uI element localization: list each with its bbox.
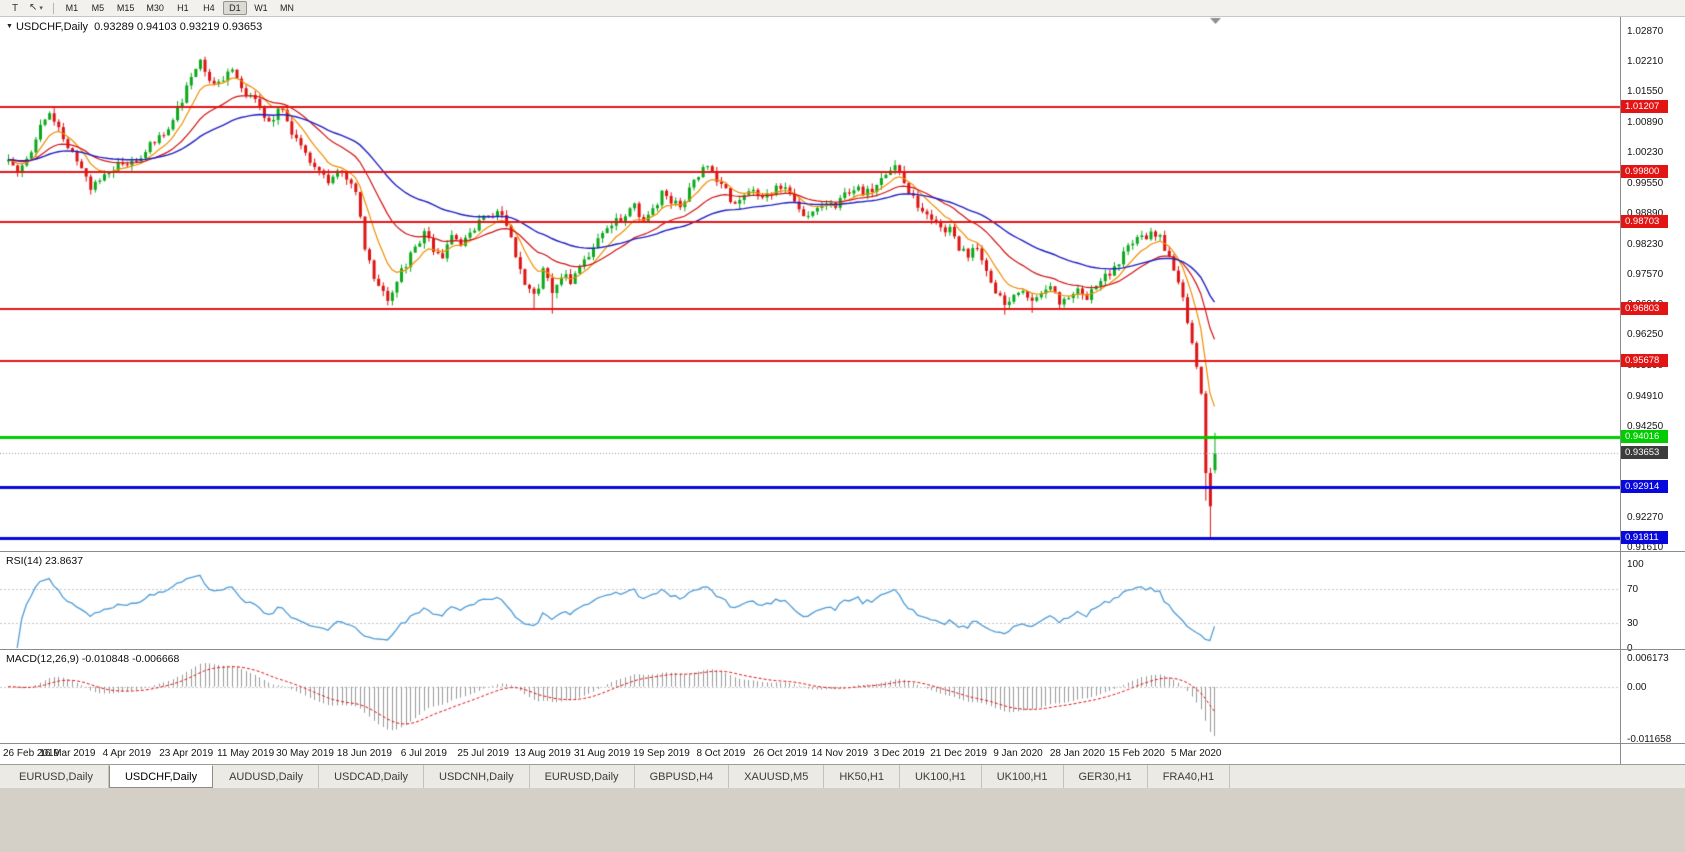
date-label: 26 Oct 2019 (753, 748, 808, 759)
date-label: 19 Sep 2019 (633, 748, 690, 759)
main-toolbar: T ↖ ▾ M1 M5 M15 M30 H1 H4 D1 W1 MN (0, 0, 1685, 17)
date-label: 13 Aug 2019 (514, 748, 571, 759)
level-price-badge: 0.95678 (1621, 353, 1668, 367)
level-price-badge: 0.92914 (1621, 480, 1668, 494)
timeframe-button-m5[interactable]: M5 (86, 1, 110, 15)
tab-gbpusd-h4[interactable]: GBPUSD,H4 (635, 765, 730, 788)
price-tick-label: 1.00890 (1627, 116, 1664, 128)
tab-usdchf-daily[interactable]: USDCHF,Daily (108, 765, 214, 788)
level-price-badge: 0.99800 (1621, 164, 1668, 178)
timeframe-button-d1[interactable]: D1 (222, 1, 247, 15)
status-area (0, 788, 1685, 852)
chart-header: ▼ USDCHF,Daily 0.93289 0.94103 0.93219 0.9… (6, 21, 262, 33)
chart-ohlc-values: 0.93289 0.94103 0.93219 0.93653 (94, 21, 263, 33)
date-label: 18 Jun 2019 (336, 748, 392, 759)
price-tick-label: 1.00230 (1627, 146, 1664, 158)
date-axis: 26 Feb 2019 16 Mar 2019 4 Apr 2019 23 Apr 2… (0, 744, 1620, 764)
rsi-level-label: 0 (1627, 643, 1633, 654)
tab-xauusd-m5[interactable]: XAUUSD,M5 (729, 765, 825, 788)
macd-scale-label: 0.00 (1627, 681, 1647, 693)
date-label: 23 Apr 2019 (159, 748, 214, 759)
text-tool-button[interactable]: T (5, 1, 25, 15)
price-tick-label: 1.02210 (1627, 56, 1664, 68)
price-tick-label: 1.02870 (1627, 25, 1664, 37)
tab-eurusd-daily[interactable]: EURUSD,Daily (4, 765, 109, 788)
level-price-badge: 0.98703 (1621, 214, 1668, 228)
level-price-badge: 1.01207 (1621, 100, 1668, 114)
current-price-badge: 0.93653 (1621, 446, 1668, 460)
macd-scale-label: -0.011658 (1627, 734, 1672, 745)
date-label: 6 Jul 2019 (400, 748, 447, 759)
price-tick-label: 0.97570 (1627, 268, 1664, 280)
chart-tab-bar: EURUSD,Daily USDCHF,Daily AUDUSD,Daily USDC… (0, 764, 1685, 788)
level-price-badge: 0.94016 (1621, 429, 1668, 443)
tab-hk50-h1[interactable]: HK50,H1 (824, 765, 900, 788)
price-tick-label: 0.98890 (1627, 208, 1664, 220)
price-tick-label: 1.01550 (1627, 86, 1664, 98)
date-label: 25 Jul 2019 (457, 748, 510, 759)
rsi-level-label: 30 (1627, 617, 1639, 629)
rsi-indicator-canvas[interactable] (0, 552, 1620, 649)
macd-indicator-canvas[interactable] (0, 650, 1620, 743)
timeframe-button-m1[interactable]: M1 (60, 1, 84, 15)
price-tick-label: 0.91610 (1627, 542, 1664, 553)
date-label: 8 Oct 2019 (696, 748, 746, 759)
timeframe-button-mn[interactable]: MN (275, 1, 299, 15)
tab-fra40-h1[interactable]: FRA40,H1 (1148, 765, 1231, 788)
tab-usdcad-daily[interactable]: USDCAD,Daily (319, 765, 425, 788)
date-label: 14 Nov 2019 (811, 748, 869, 759)
timeframe-button-h1[interactable]: H1 (171, 1, 195, 15)
rsi-level-label: 70 (1627, 584, 1639, 596)
date-label: 5 Mar 2020 (1170, 748, 1222, 759)
date-label: 15 Feb 2020 (1108, 748, 1165, 759)
level-price-badge: 0.96803 (1621, 302, 1668, 316)
price-chart-canvas[interactable] (0, 17, 1620, 551)
tab-uk100-h1[interactable]: UK100,H1 (900, 765, 982, 788)
chart-symbol-label: USDCHF,Daily (15, 21, 89, 33)
tab-uk100-h1[interactable]: UK100,H1 (982, 765, 1064, 788)
date-label: 21 Dec 2019 (930, 748, 987, 759)
date-axis-divider (0, 743, 1685, 744)
date-label: 31 Aug 2019 (574, 748, 631, 759)
cursor-icon: ↖ (29, 2, 38, 13)
level-price-badge: 0.91811 (1621, 530, 1668, 544)
toolbar-separator (52, 2, 54, 14)
macd-scale-label: 0.006173 (1627, 653, 1669, 664)
date-label: 26 Feb 2019 (3, 748, 60, 759)
price-tick-label: 0.99550 (1627, 178, 1664, 190)
date-label: 30 May 2019 (276, 748, 334, 759)
date-label: 16 Mar 2019 (39, 748, 96, 759)
cursor-tool-button[interactable]: ↖ ▾ (25, 1, 47, 15)
date-label: 3 Dec 2019 (873, 748, 925, 759)
price-tick-label: 0.98230 (1627, 238, 1664, 250)
date-label: 4 Apr 2019 (102, 748, 151, 759)
timeframe-button-h4[interactable]: H4 (197, 1, 221, 15)
pane-divider[interactable] (0, 649, 1685, 650)
price-tick-label: 0.92270 (1627, 511, 1664, 523)
tab-eurusd-daily[interactable]: EURUSD,Daily (530, 765, 635, 788)
tab-usdcnh-daily[interactable]: USDCNH,Daily (424, 765, 530, 788)
timeframe-button-w1[interactable]: W1 (249, 1, 273, 15)
price-tick-label: 0.94910 (1627, 390, 1664, 402)
price-tick-label: 0.94250 (1627, 421, 1664, 433)
timeframe-toolbar: M1 M5 M15 M30 H1 H4 D1 W1 MN (60, 1, 299, 15)
tab-audusd-daily[interactable]: AUDUSD,Daily (214, 765, 320, 788)
date-label: 11 May 2019 (217, 748, 275, 759)
tab-ger30-h1[interactable]: GER30,H1 (1064, 765, 1148, 788)
rsi-level-label: 100 (1627, 559, 1644, 570)
rsi-indicator-header: RSI(14) 23.8637 (6, 555, 84, 567)
dropdown-caret-icon: ▾ (39, 5, 43, 12)
pane-divider[interactable] (0, 551, 1685, 552)
timeframe-button-m30[interactable]: M30 (141, 1, 169, 15)
price-tick-label: 0.96250 (1627, 329, 1664, 341)
date-label: 28 Jan 2020 (1049, 748, 1105, 759)
chart-menu-triangle-icon: ▼ (6, 23, 13, 30)
price-axis: 1.02870 1.02210 1.01550 1.00890 1.00230 0.995… (1620, 17, 1685, 764)
macd-indicator-header: MACD(12,26,9) -0.010848 -0.006668 (6, 653, 180, 665)
date-label: 9 Jan 2020 (993, 748, 1043, 759)
timeframe-button-m15[interactable]: M15 (112, 1, 140, 15)
